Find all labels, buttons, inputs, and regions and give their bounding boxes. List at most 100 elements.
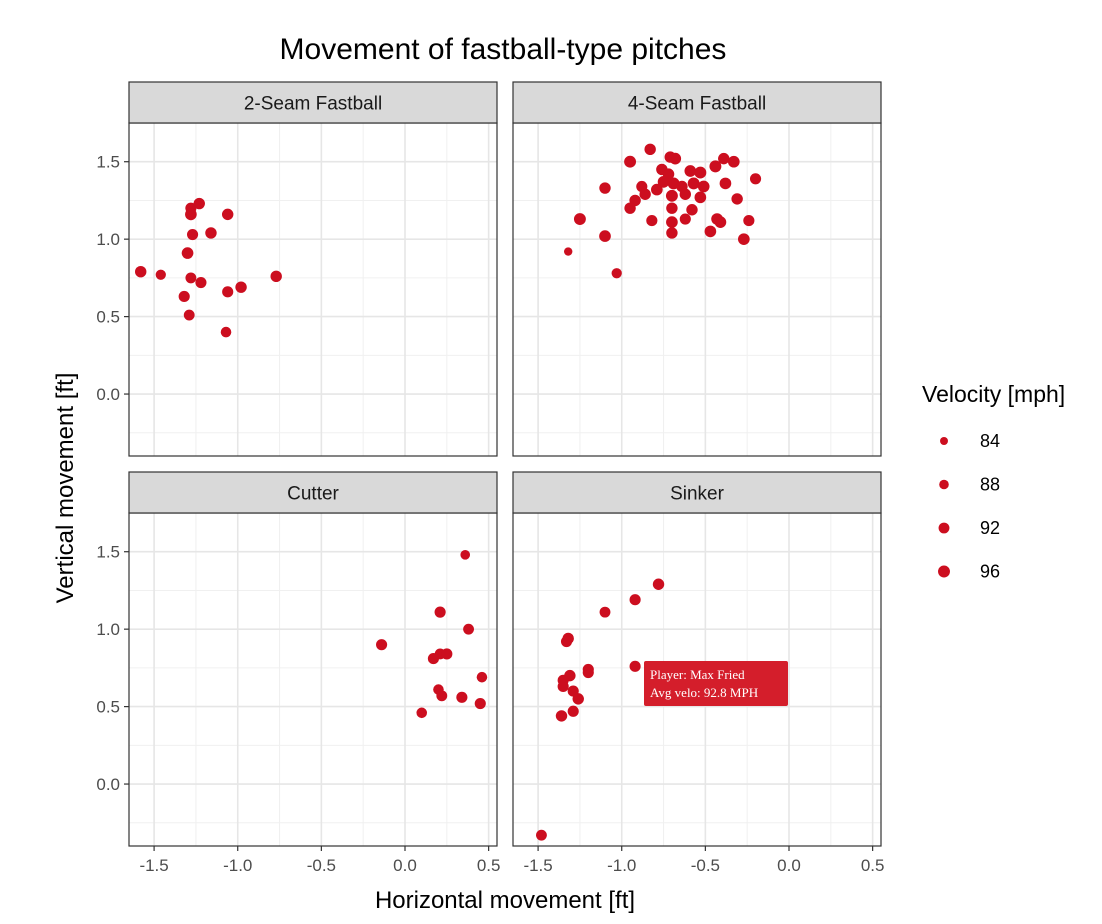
data-point	[738, 233, 750, 245]
data-point	[666, 216, 678, 228]
velocity-legend: Velocity [mph] 84 88 92 96	[922, 381, 1065, 582]
y-tick-label: 0.5	[96, 698, 120, 717]
legend-key	[940, 437, 948, 445]
data-point	[679, 213, 691, 225]
data-point	[463, 623, 474, 635]
y-tick-label: 0.5	[96, 308, 120, 327]
panel-2-seam-fastball: 2-Seam Fastball	[128, 81, 498, 457]
points	[563, 143, 762, 279]
points	[376, 550, 488, 719]
data-point	[220, 326, 232, 338]
legend-title: Velocity [mph]	[922, 381, 1065, 407]
data-point	[599, 606, 611, 618]
data-point	[460, 550, 471, 560]
data-point	[474, 697, 486, 710]
data-point	[560, 635, 573, 648]
panel-sinker: Sinker	[512, 471, 882, 847]
data-point	[639, 188, 651, 200]
data-point	[624, 155, 637, 168]
major-grid	[129, 123, 497, 456]
y-tick-label: 0.0	[96, 385, 120, 404]
data-point	[185, 208, 197, 221]
x-tick-label: 0.5	[477, 856, 501, 875]
data-point	[181, 247, 194, 259]
data-point	[582, 666, 594, 679]
y-axis-title: Vertical movement [ft]	[52, 373, 79, 604]
data-point	[376, 639, 388, 651]
data-point	[221, 208, 234, 221]
panel-4-seam-fastball: 4-Seam Fastball	[512, 81, 882, 457]
y-tick-label: 1.5	[96, 543, 120, 562]
data-point	[441, 648, 453, 660]
facet-strip-label: Cutter	[287, 484, 339, 505]
legend-label: 96	[980, 562, 1000, 582]
data-point	[205, 227, 217, 239]
facet-strip	[128, 471, 498, 514]
facet-strip	[512, 471, 882, 514]
facet-strip-label: 2-Seam Fastball	[244, 94, 382, 115]
data-point	[666, 202, 678, 214]
data-point	[476, 671, 488, 683]
x-tick-label: -1.5	[139, 856, 168, 875]
points	[135, 197, 282, 338]
legend-key	[938, 522, 950, 534]
data-point	[679, 188, 691, 200]
tooltip-player: Player: Max Fried	[650, 667, 745, 682]
x-tick-label: -0.5	[307, 856, 336, 875]
panel-cutter: Cutter	[128, 471, 498, 847]
data-point	[235, 281, 247, 293]
y-tick-label: 1.0	[96, 230, 120, 249]
data-point	[536, 829, 547, 841]
data-point	[749, 173, 762, 185]
data-point	[709, 160, 722, 173]
data-point	[222, 286, 234, 298]
data-point	[436, 690, 448, 702]
data-point	[666, 227, 678, 239]
data-point	[646, 215, 658, 227]
data-point	[665, 189, 678, 202]
player-tooltip: Player: Max Fried Avg velo: 92.8 MPH	[644, 661, 788, 706]
data-point	[687, 177, 700, 190]
x-tick-label: -0.5	[691, 856, 720, 875]
x-tick-label: -1.0	[607, 856, 636, 875]
data-point	[727, 155, 740, 168]
data-point	[183, 309, 195, 321]
data-point	[456, 691, 468, 703]
facet-strip-label: 4-Seam Fastball	[628, 94, 766, 115]
data-point	[704, 225, 717, 238]
data-point	[629, 660, 641, 672]
data-point	[719, 177, 732, 190]
data-point	[567, 705, 579, 717]
legend-label: 88	[980, 475, 1000, 495]
legend-label: 84	[980, 431, 1000, 451]
y-tick-label: 1.5	[96, 153, 120, 172]
x-tick-label: 0.0	[777, 856, 801, 875]
tooltip-avg-velo: Avg velo: 92.8 MPH	[650, 685, 758, 700]
data-point	[155, 269, 166, 280]
data-point	[731, 193, 743, 205]
data-point	[270, 270, 282, 283]
data-point	[178, 290, 190, 303]
data-point	[555, 710, 568, 722]
axes: 0.0 0.5 1.0 1.5 0.0 0.5 1.0 1.5 -1.5 -1.0 -0.5 0.0 0…	[96, 153, 884, 875]
data-point	[743, 215, 755, 227]
data-point	[694, 191, 707, 204]
data-point	[629, 594, 641, 606]
data-point	[557, 680, 569, 693]
data-point	[718, 152, 730, 165]
x-axis-title: Horizontal movement [ft]	[375, 887, 635, 914]
x-tick-label: 0.5	[861, 856, 885, 875]
data-point	[669, 152, 682, 165]
data-point	[572, 693, 584, 705]
facet-strip	[512, 81, 882, 124]
tooltip-box	[644, 661, 788, 706]
data-point	[599, 182, 611, 194]
data-point	[652, 578, 665, 590]
data-point	[599, 230, 611, 242]
data-point	[573, 213, 586, 225]
x-tick-label: -1.0	[223, 856, 252, 875]
facet-strip	[128, 81, 498, 124]
data-point	[694, 166, 707, 179]
y-tick-label: 0.0	[96, 775, 120, 794]
data-point	[624, 202, 636, 214]
